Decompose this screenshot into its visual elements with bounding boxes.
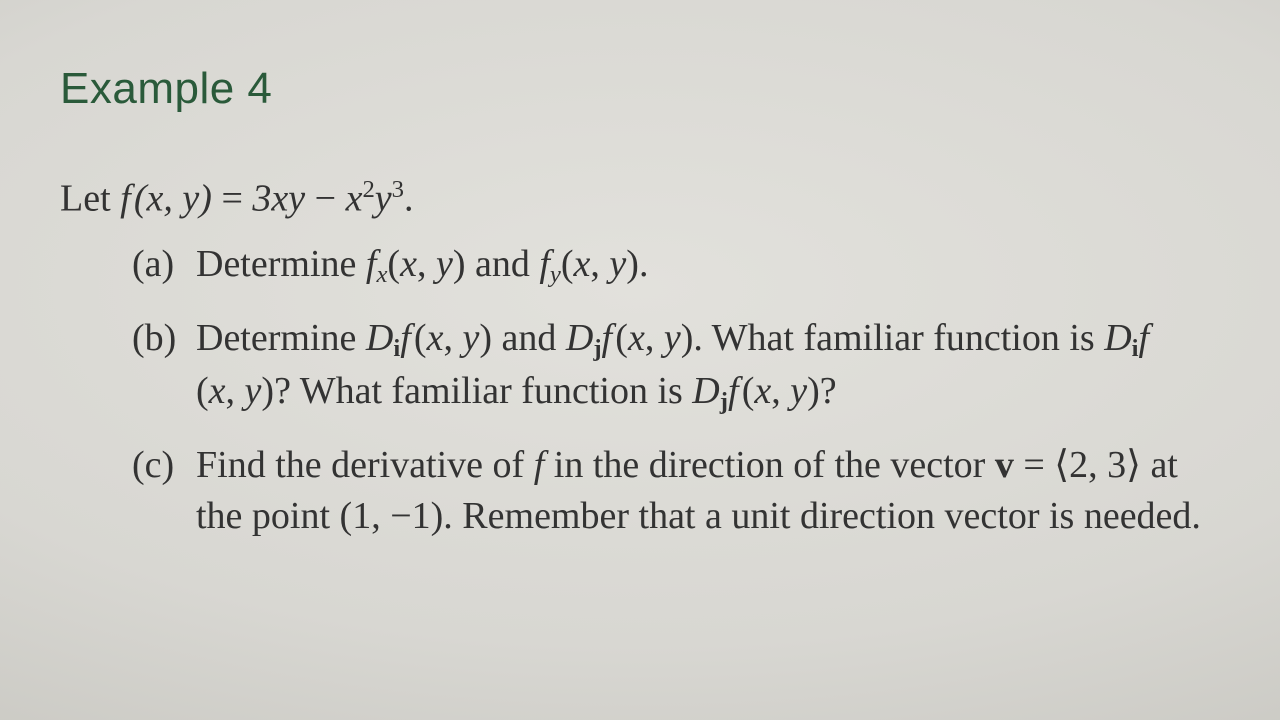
lead-text: Let xyxy=(60,178,120,220)
item-body-b: Determine Dif (x, y) and Djf (x, y). Wha… xyxy=(196,313,1220,418)
c-mid1: in the direction of the vector xyxy=(544,444,995,486)
item-body-c: Find the derivative of f in the directio… xyxy=(196,440,1220,543)
item-body-a: Determine fx(x, y) and fy(x, y). xyxy=(196,239,1220,292)
vector-value: ⟨2, 3⟩ xyxy=(1054,444,1141,486)
item-label-b: (b) xyxy=(132,313,196,418)
b-after2: ? What familiar function is xyxy=(274,370,692,412)
b-after1: . What familiar function is xyxy=(693,317,1104,359)
item-label-a: (a) xyxy=(132,239,196,292)
item-list: (a) Determine fx(x, y) and fy(x, y). (b)… xyxy=(132,239,1220,543)
item-b: (b) Determine Dif (x, y) and Djf (x, y).… xyxy=(132,313,1220,418)
b-mid: and xyxy=(492,317,566,359)
b-before: Determine xyxy=(196,317,366,359)
problem-lead: Let f (x, y) = 3xy − x2y3. xyxy=(60,176,1220,221)
a-before: Determine xyxy=(196,243,366,285)
a-after: . xyxy=(639,243,649,285)
item-c: (c) Find the derivative of f in the dire… xyxy=(132,440,1220,543)
item-a: (a) Determine fx(x, y) and fy(x, y). xyxy=(132,239,1220,292)
b-after3: ? xyxy=(820,370,837,412)
point-value: (1, −1) xyxy=(340,495,444,537)
c-before: Find the derivative of xyxy=(196,444,534,486)
slide-page: Example 4 Let f (x, y) = 3xy − x2y3. (a)… xyxy=(0,0,1280,720)
a-mid: and xyxy=(465,243,539,285)
c-eq: = xyxy=(1014,444,1054,486)
vector-v: v xyxy=(995,444,1014,486)
c-after: . Remember that a unit direction vector … xyxy=(443,495,1201,537)
example-title: Example 4 xyxy=(60,64,1220,114)
item-label-c: (c) xyxy=(132,440,196,543)
c-fvar: f xyxy=(534,444,545,486)
